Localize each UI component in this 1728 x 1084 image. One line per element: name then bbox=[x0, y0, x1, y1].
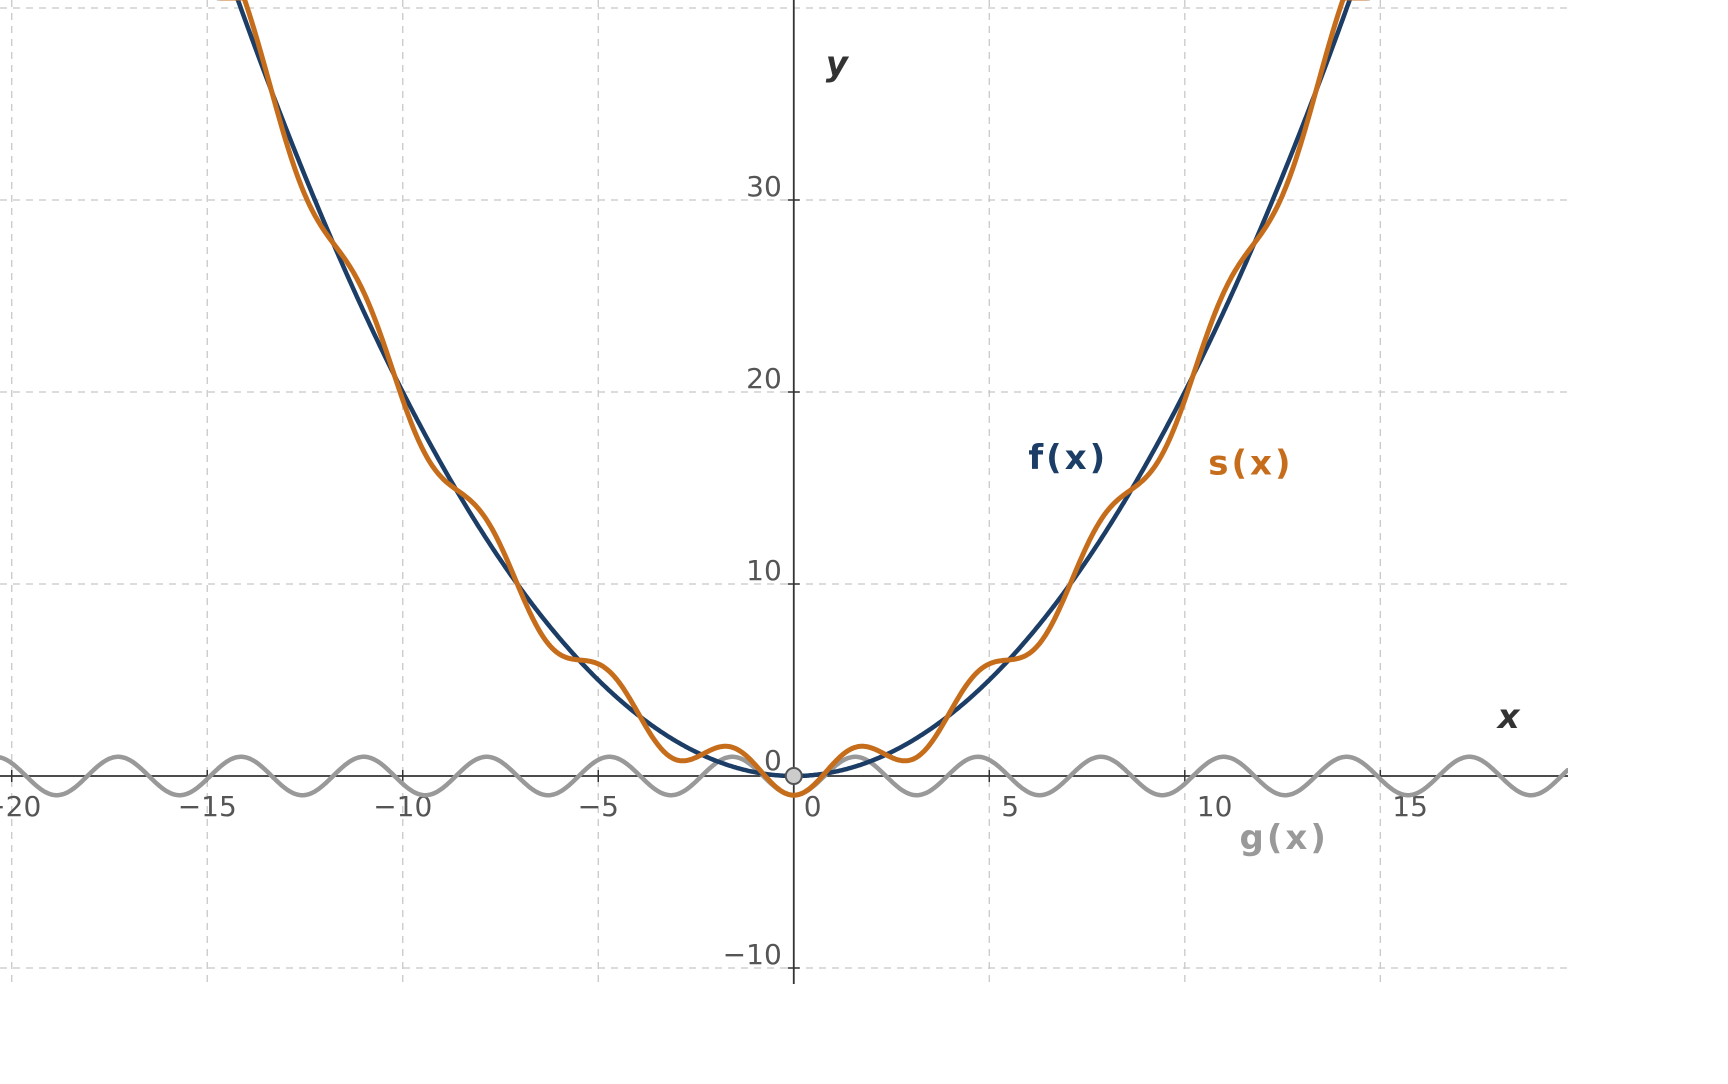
axes bbox=[0, 0, 1568, 984]
bottom-margin bbox=[0, 984, 1728, 1084]
y-axis-label: y bbox=[826, 44, 850, 84]
x-tick-label: −20 bbox=[0, 790, 41, 823]
x-axis-label: x bbox=[1496, 697, 1521, 737]
x-tick-label: 10 bbox=[1197, 790, 1233, 823]
curves bbox=[0, 0, 1568, 798]
right-margin bbox=[1568, 0, 1728, 1084]
y-tick-label: −10 bbox=[723, 938, 782, 971]
series-curve-s bbox=[219, 0, 1368, 798]
x-tick-label: −5 bbox=[578, 790, 619, 823]
series-label-g: g(x) bbox=[1240, 818, 1329, 858]
origin-y-tick-label: 0 bbox=[764, 744, 782, 777]
y-tick-label: 10 bbox=[746, 554, 782, 587]
origin-x-tick-label: 0 bbox=[804, 790, 822, 823]
grid bbox=[0, 0, 1568, 984]
origin-point[interactable] bbox=[784, 767, 803, 785]
series-label-s: s(x) bbox=[1208, 444, 1293, 484]
y-tick-label: 30 bbox=[746, 170, 782, 203]
series-label-f: f(x) bbox=[1028, 438, 1108, 478]
x-tick-label: 5 bbox=[1001, 790, 1019, 823]
y-tick-label: 20 bbox=[746, 362, 782, 395]
y-tick-labels: −10 10 20 30 bbox=[723, 170, 800, 971]
